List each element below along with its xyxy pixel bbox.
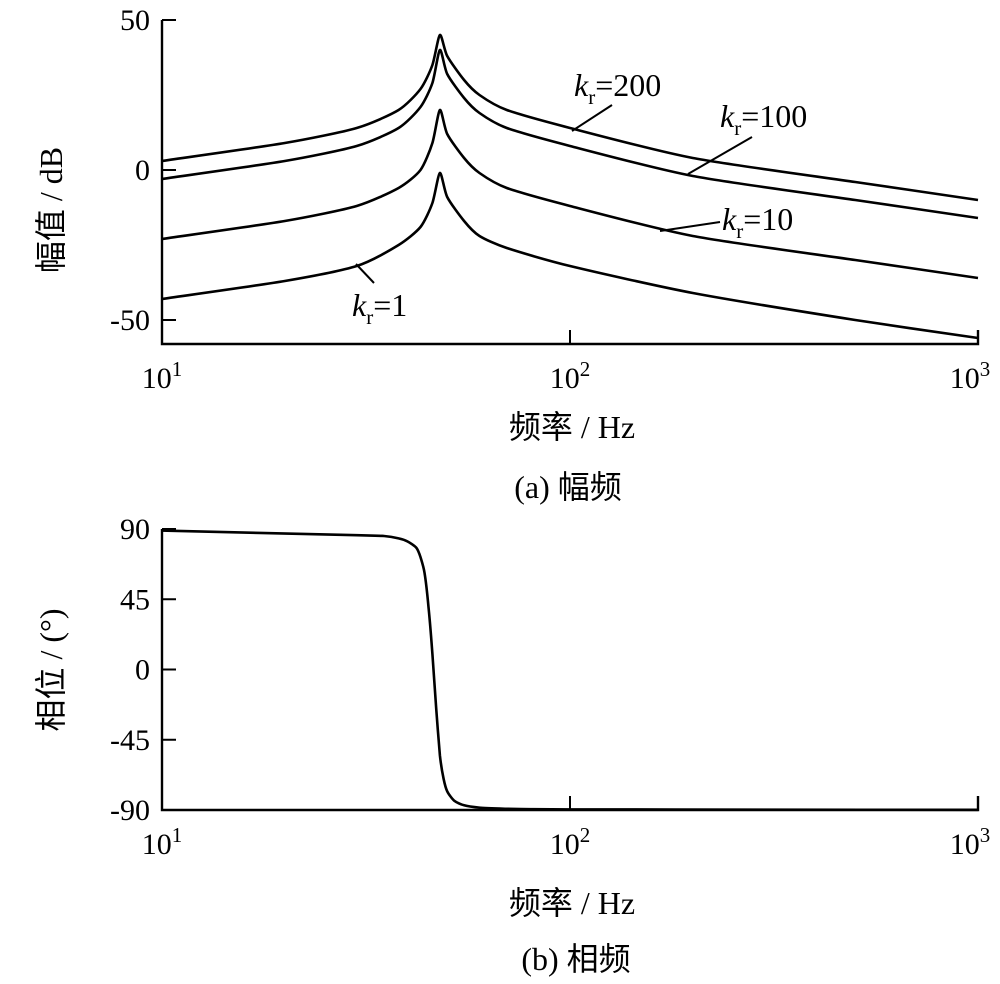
phase-axes <box>160 529 980 812</box>
series-label-leader <box>355 263 375 284</box>
magnitude-panel: 101 102 103 50 0 -50 kr=200 kr=100 kr=10 kr=1 幅值… <box>33 4 990 505</box>
magnitude-y-axis-title: 幅值 / dB <box>33 147 69 273</box>
phase-panel: 101 102 103 90 45 0 -45 -90 相位 / (°) 频率 / Hz (b… <box>33 513 990 977</box>
phase-x-axis-title: 频率 / Hz <box>509 885 635 921</box>
series-label: kr=100 <box>720 98 807 140</box>
series-label-leader <box>571 104 613 132</box>
axis-frame <box>160 529 980 812</box>
magnitude-curve-2 <box>161 108 979 280</box>
phase-ticks: 101 102 103 90 45 0 -45 -90 <box>110 513 990 861</box>
y-tick-label: 45 <box>120 583 150 616</box>
x-tick-label: 101 <box>142 823 183 861</box>
y-tick-label: 90 <box>120 513 150 546</box>
magnitude-ticks: 101 102 103 50 0 -50 <box>110 4 990 395</box>
y-tick-label: 50 <box>120 4 150 37</box>
x-tick-label: 103 <box>950 357 991 395</box>
x-tick-label: 102 <box>550 357 591 395</box>
phase-caption: (b) 相频 <box>521 941 630 977</box>
x-tick-label: 101 <box>142 357 183 395</box>
y-tick-label: 0 <box>135 154 150 187</box>
y-tick-label: -50 <box>110 304 150 337</box>
magnitude-curve-3 <box>161 171 979 340</box>
magnitude-curve-1 <box>161 48 979 220</box>
phase-y-axis-title: 相位 / (°) <box>33 608 69 731</box>
series-label: kr=200 <box>574 67 661 109</box>
phase-curve-0 <box>161 529 979 812</box>
magnitude-series-labels: kr=200 kr=100 kr=10 kr=1 <box>352 67 807 329</box>
y-tick-label: -45 <box>110 724 150 757</box>
magnitude-x-axis-title: 频率 / Hz <box>509 409 635 445</box>
magnitude-curves <box>161 33 979 340</box>
series-label-leader <box>687 136 753 175</box>
y-tick-label: 0 <box>135 654 150 687</box>
series-label-leader <box>659 221 721 232</box>
x-tick-label: 103 <box>950 823 991 861</box>
magnitude-caption: (a) 幅频 <box>514 469 622 505</box>
magnitude-curve-0 <box>161 33 979 202</box>
phase-curves <box>161 529 979 812</box>
y-tick-label: -90 <box>110 794 150 827</box>
series-label: kr=1 <box>352 287 407 329</box>
x-tick-label: 102 <box>550 823 591 861</box>
series-label: kr=10 <box>722 201 793 243</box>
